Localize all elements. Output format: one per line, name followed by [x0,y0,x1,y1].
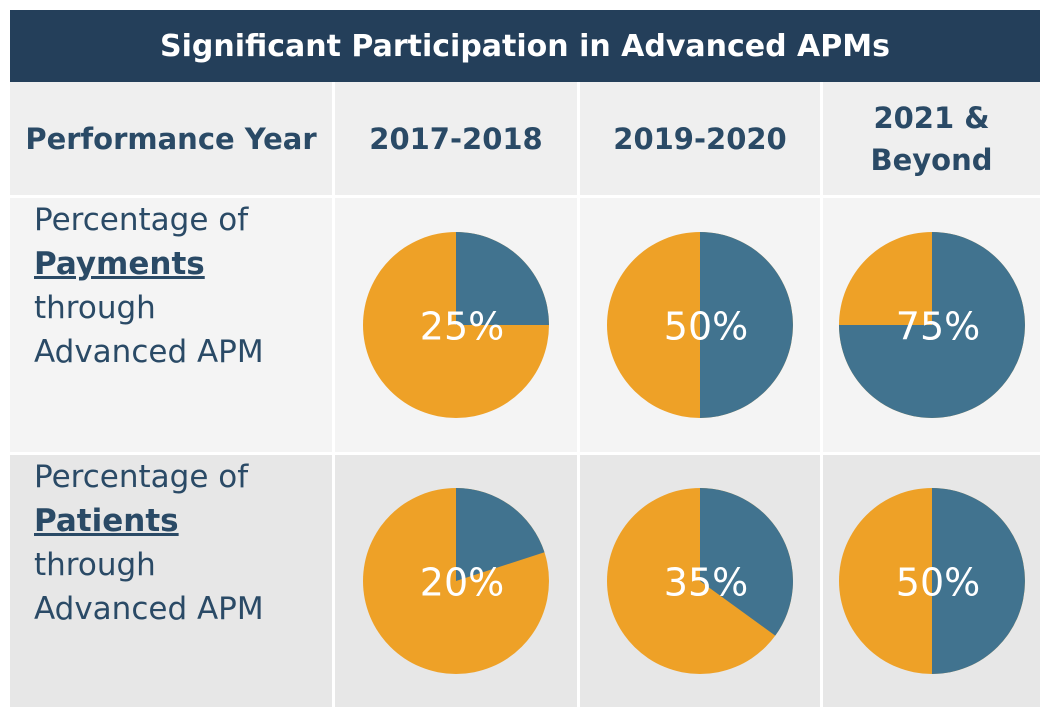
row-label: Percentage of Patients through Advanced APM [10,455,335,710]
row-label: Percentage of Payments through Advanced APM [10,198,335,455]
header-cell: 2021 & Beyond [823,82,1040,198]
header-cell: Performance Year [10,82,335,198]
pie-slice [931,488,1025,674]
pie-chart: 50% [607,232,793,418]
pie-cell: 20% [335,455,580,710]
pie-label: 50% [895,561,979,605]
pie-slice [700,232,793,418]
pie-label: 20% [420,561,504,605]
pie-slice [456,232,549,325]
pie-slice [700,488,793,636]
pie-cell: 75% [823,198,1040,455]
pie-cell: 50% [823,455,1040,710]
pie-chart: 20% [363,488,549,674]
title-bar: Significant Participation in Advanced AP… [10,10,1040,82]
pie-label: 75% [895,305,979,349]
pie-slice [838,232,1025,418]
slide: Significant Participation in Advanced AP… [10,10,1040,710]
label-line: Advanced APM [34,591,264,627]
pie-cell: 25% [335,198,580,455]
pie-cell: 35% [580,455,823,710]
pie-label: 50% [664,305,748,349]
pie-label: 25% [420,305,504,349]
pie-slice [456,488,545,581]
pie-chart: 75% [838,232,1025,418]
pie-cell: 50% [580,198,823,455]
pie-label: 35% [664,561,748,605]
header-cell: 2017-2018 [335,82,580,198]
label-line: Payments [34,246,205,282]
pie-chart: 25% [363,232,549,418]
label-line: Percentage of [34,459,249,495]
table: Performance Year 2017-2018 2019-2020 2021 &… [10,82,1040,710]
pie-chart: 35% [607,488,793,674]
label-line: through [34,547,156,583]
pie-chart: 50% [838,488,1025,674]
label-line: Advanced APM [34,334,264,370]
label-line: Percentage of [34,202,249,238]
header-cell: 2019-2020 [580,82,823,198]
label-line: Patients [34,503,179,539]
label-line: through [34,290,156,326]
